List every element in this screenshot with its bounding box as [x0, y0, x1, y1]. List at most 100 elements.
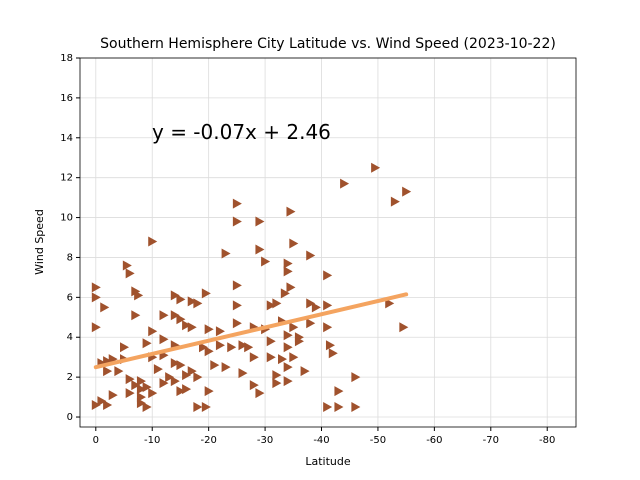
point [182, 320, 192, 331]
y-tick-label: 0 [67, 412, 73, 423]
point [232, 198, 242, 209]
point [91, 322, 101, 333]
x-tick-label: -10 [144, 435, 160, 446]
y-tick-label: 6 [67, 292, 73, 303]
point [255, 388, 265, 399]
point [215, 326, 225, 337]
point [187, 322, 197, 333]
point [266, 300, 276, 311]
point [283, 376, 293, 387]
y-tick-label: 16 [60, 93, 73, 104]
point [385, 298, 395, 309]
x-tick-label: -40 [313, 435, 329, 446]
point [221, 248, 231, 259]
point [289, 238, 299, 249]
y-tick-label: 2 [67, 372, 73, 383]
point [91, 282, 101, 293]
point [238, 368, 248, 379]
regression-line [93, 292, 409, 370]
point [136, 384, 146, 395]
point [176, 360, 186, 371]
point [142, 402, 152, 413]
point [399, 322, 409, 333]
point [148, 236, 158, 247]
y-tick-label: 18 [60, 53, 73, 64]
point [266, 336, 276, 347]
point [300, 366, 310, 377]
point [280, 288, 290, 299]
point [210, 360, 220, 371]
point [182, 370, 192, 381]
point [255, 244, 265, 255]
point [371, 162, 381, 173]
x-tick-label: -70 [483, 435, 499, 446]
point [201, 402, 211, 413]
point [323, 300, 333, 311]
x-tick-label: 0 [93, 435, 99, 446]
point [193, 298, 203, 309]
point [125, 388, 135, 399]
point [114, 366, 124, 377]
point [159, 310, 169, 321]
point [272, 378, 282, 389]
point [249, 380, 259, 391]
point [176, 386, 186, 397]
point [286, 206, 296, 217]
point [272, 298, 282, 309]
point [325, 340, 335, 351]
point [159, 378, 169, 389]
point [323, 402, 333, 413]
point [131, 310, 141, 321]
point [244, 342, 254, 353]
point [153, 364, 163, 375]
point [227, 342, 237, 353]
point [100, 302, 110, 313]
point [201, 288, 211, 299]
x-tick-label: -20 [200, 435, 216, 446]
y-axis-label: Wind Speed [33, 209, 46, 275]
point [289, 352, 299, 363]
point [334, 386, 344, 397]
x-axis-label: Latitude [305, 455, 351, 468]
point [120, 342, 130, 353]
point [131, 380, 141, 391]
point [323, 322, 333, 333]
point [286, 282, 296, 293]
point [232, 318, 242, 329]
point [232, 300, 242, 311]
point [266, 352, 276, 363]
x-tick-label: -30 [257, 435, 273, 446]
point [125, 268, 135, 279]
y-tick-label: 4 [67, 332, 73, 343]
point [283, 258, 293, 269]
point [283, 266, 293, 277]
point [328, 348, 338, 359]
point [340, 178, 350, 189]
point [91, 292, 101, 303]
point [176, 294, 186, 305]
point [199, 342, 209, 353]
point [255, 216, 265, 227]
point [148, 388, 158, 399]
point [232, 216, 242, 227]
point [249, 352, 259, 363]
y-tick-label: 12 [60, 173, 73, 184]
point [204, 346, 214, 357]
point [170, 358, 180, 369]
point [351, 402, 361, 413]
point [323, 270, 333, 281]
point [283, 330, 293, 341]
point [136, 376, 146, 387]
point [306, 298, 316, 309]
point [204, 324, 214, 335]
y-tick-label: 14 [60, 133, 73, 144]
point [272, 370, 282, 381]
x-tick-label: -60 [426, 435, 442, 446]
point [187, 296, 197, 307]
point [122, 260, 132, 271]
point [334, 402, 344, 413]
point [221, 362, 231, 373]
point [215, 340, 225, 351]
point [108, 390, 118, 401]
